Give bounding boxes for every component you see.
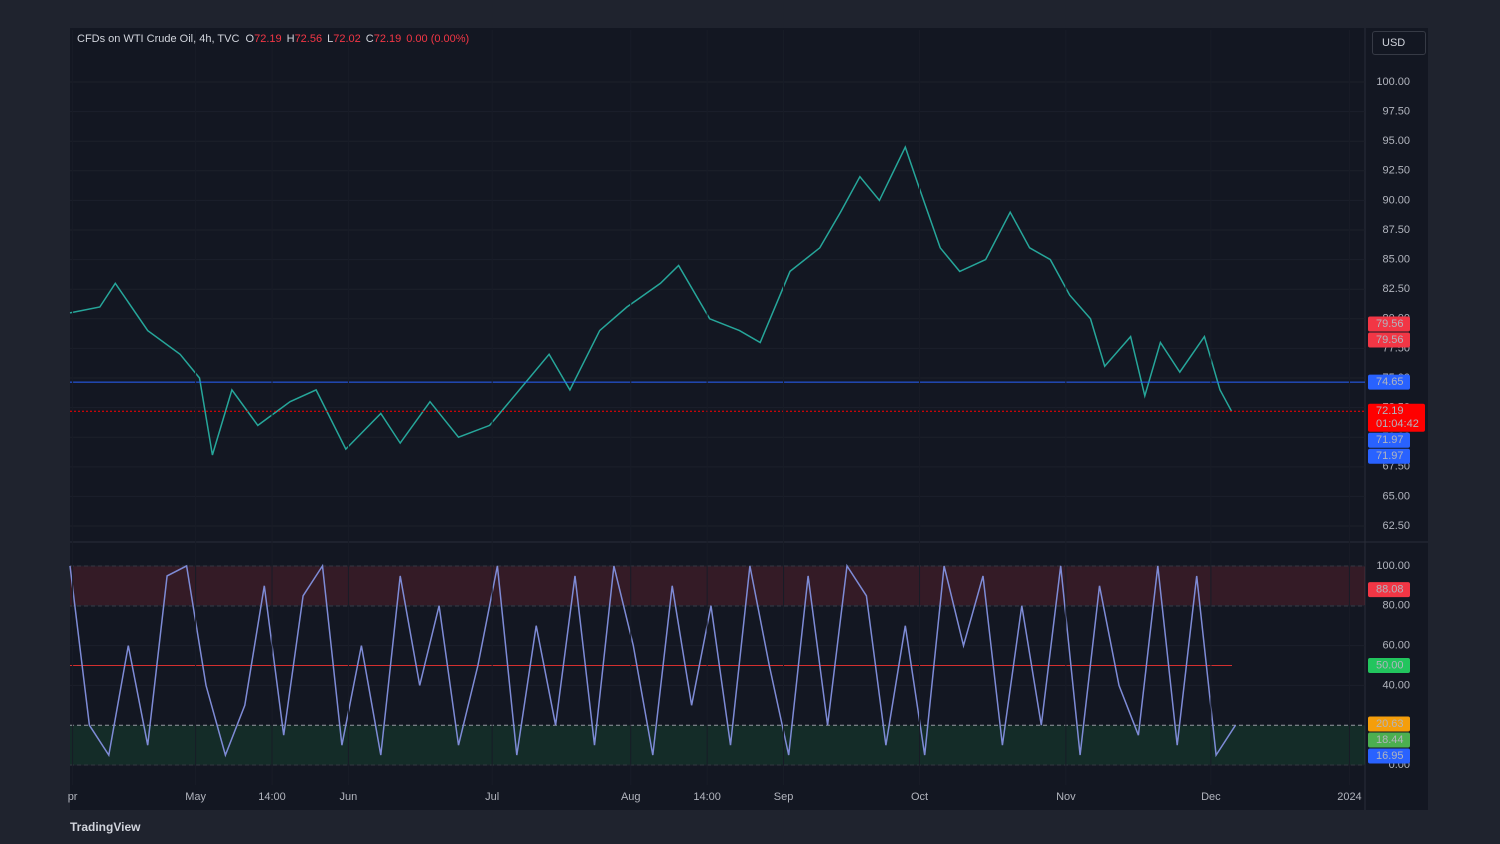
- change: 0.00 (0.00%): [406, 33, 470, 45]
- x-tick-label: pr: [68, 791, 78, 803]
- y-tick-label: 90.00: [1382, 194, 1410, 206]
- ohlc-value: 72.02: [333, 33, 361, 45]
- y-tick-label: 60.00: [1382, 639, 1410, 651]
- symbol-title: CFDs on WTI Crude Oil, 4h, TVC: [77, 33, 240, 45]
- x-tick-label: Nov: [1056, 791, 1076, 803]
- y-tick-label: 87.50: [1382, 224, 1410, 236]
- price-label: 71.97: [1376, 434, 1404, 446]
- y-tick-label: 100.00: [1376, 76, 1410, 88]
- ohlc: O72.19 H72.56 L72.02 C72.19: [246, 33, 407, 45]
- y-tick-label: 92.50: [1382, 165, 1410, 177]
- x-tick-label: 2024: [1337, 791, 1361, 803]
- price-label-box: [1368, 732, 1410, 748]
- ohlc-letter: H: [286, 33, 295, 45]
- price-label: 79.56: [1376, 318, 1404, 330]
- currency-button[interactable]: USD: [1372, 31, 1426, 55]
- x-tick-label: May: [185, 791, 206, 803]
- y-tick-label: 97.50: [1382, 105, 1410, 117]
- overbought-zone: [70, 565, 1365, 606]
- price-label: 72.19: [1376, 405, 1404, 417]
- y-tick-label: 95.00: [1382, 135, 1410, 147]
- x-tick-label: 14:00: [258, 791, 286, 803]
- y-tick-label: 100.00: [1376, 560, 1410, 572]
- ohlc-value: 72.19: [373, 33, 402, 45]
- ohlc-letter: L: [327, 33, 334, 45]
- y-tick-label: 80.00: [1382, 600, 1410, 612]
- x-tick-label: Sep: [774, 791, 794, 803]
- x-tick-label: Oct: [911, 791, 928, 803]
- price-line: [69, 563, 1237, 758]
- price-label: 16.95: [1376, 750, 1404, 762]
- price-label: 88.08: [1376, 584, 1404, 596]
- ohlc-value: 72.56: [294, 33, 323, 45]
- chart-background: [70, 28, 1428, 810]
- price-label-box: [1368, 374, 1410, 390]
- price-label: 20.63: [1376, 718, 1404, 730]
- y-tick-label: 85.00: [1382, 254, 1410, 266]
- price-label-box: [1368, 716, 1410, 732]
- ohlc-letter: O: [245, 33, 255, 45]
- x-tick-label: Jul: [485, 791, 499, 803]
- y-tick-label: 82.50: [1382, 283, 1410, 295]
- oversold-zone: [70, 725, 1365, 766]
- price-label: 71.97: [1376, 450, 1404, 462]
- y-tick-label: 62.50: [1382, 520, 1410, 532]
- x-tick-label: Jun: [340, 791, 358, 803]
- price-label-box: [1368, 403, 1425, 432]
- price-label-box: [1368, 448, 1410, 464]
- price-label: 79.56: [1376, 334, 1404, 346]
- price-label: 74.65: [1376, 376, 1404, 388]
- legend-header: CFDs on WTI Crude Oil, 4h, TVC O72.19 H72…: [77, 33, 474, 45]
- brand-logo: TradingView: [70, 820, 141, 834]
- price-label-box: [1368, 332, 1410, 348]
- x-tick-label: 14:00: [693, 791, 721, 803]
- ohlc-value: 72.19: [254, 33, 282, 45]
- x-tick-label: Aug: [621, 791, 641, 803]
- price-label-box: [1368, 582, 1410, 598]
- price-label-box: [1368, 316, 1410, 332]
- price-label-box: [1368, 657, 1410, 673]
- price-line: [69, 145, 1233, 456]
- ohlc-letter: C: [365, 33, 374, 45]
- y-tick-label: 65.00: [1382, 490, 1410, 502]
- price-label-box: [1368, 432, 1410, 448]
- y-tick-label: 40.00: [1382, 679, 1410, 691]
- price-label: 18.44: [1376, 734, 1404, 746]
- price-label: 50.00: [1376, 659, 1404, 671]
- price-label-box: [1368, 748, 1410, 764]
- countdown: 01:04:42: [1376, 418, 1419, 430]
- x-tick-label: Dec: [1201, 791, 1221, 803]
